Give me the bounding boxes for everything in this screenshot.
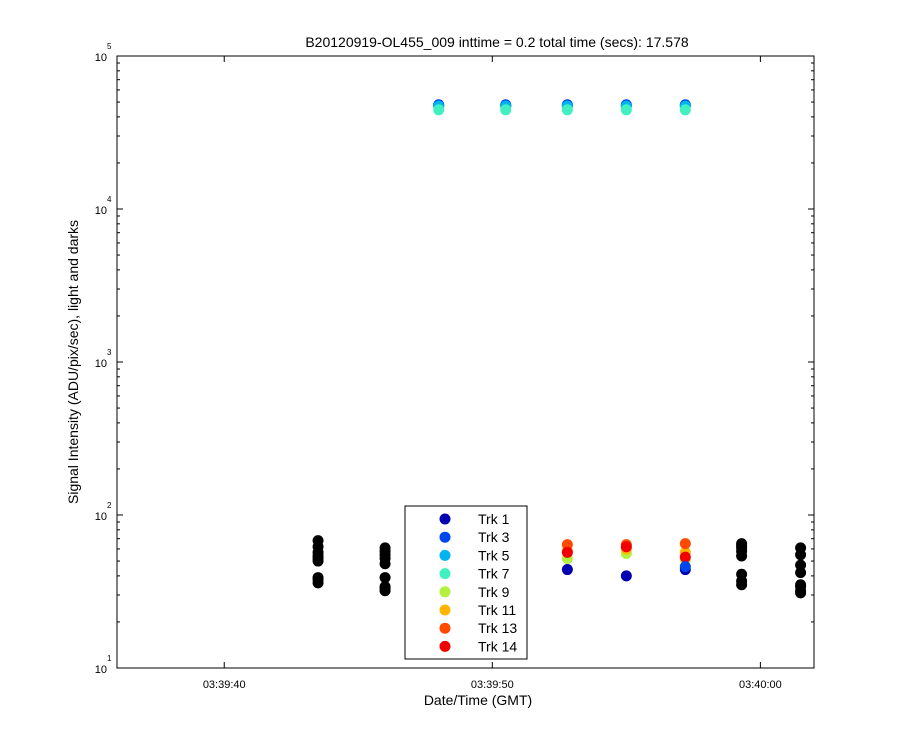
- y-tick-exponent: 1: [107, 654, 112, 663]
- legend-marker: [439, 640, 451, 652]
- dark-point: [795, 559, 807, 571]
- y-tick-exponent: 4: [107, 195, 112, 204]
- series-point: [679, 104, 691, 116]
- legend-marker: [439, 586, 451, 598]
- legend-marker: [439, 513, 451, 525]
- legend-box: [404, 505, 528, 660]
- dark-point: [736, 568, 748, 580]
- y-tick-label: 10: [95, 205, 107, 217]
- y-tick-exponent: 2: [107, 501, 112, 510]
- dark-point: [379, 542, 391, 554]
- series-point: [679, 538, 691, 550]
- series-point: [561, 564, 573, 576]
- series-points: [433, 99, 691, 582]
- series-point: [433, 104, 445, 116]
- legend-marker: [439, 549, 451, 561]
- series-point: [561, 539, 573, 551]
- dark-frames: [312, 535, 807, 599]
- legend-marker: [439, 622, 451, 634]
- x-tick-label: 03:39:50: [471, 679, 514, 691]
- legend-marker: [439, 531, 451, 543]
- legend-label: Trk 9: [478, 584, 510, 600]
- y-tick-label: 10: [95, 358, 107, 370]
- y-tick-exponent: 5: [107, 42, 112, 51]
- y-tick-exponent: 3: [107, 348, 112, 357]
- series-point: [500, 104, 512, 116]
- y-tick-label: 10: [95, 511, 107, 523]
- x-axis-label: Date/Time (GMT): [424, 692, 532, 708]
- dark-point: [795, 542, 807, 554]
- dark-point: [379, 572, 391, 584]
- series-point: [620, 541, 632, 553]
- series-point: [679, 551, 691, 563]
- dark-point: [795, 579, 807, 591]
- dark-point: [736, 538, 748, 550]
- y-tick-label: 10: [95, 52, 107, 64]
- series-point: [620, 570, 632, 582]
- series-point: [679, 561, 691, 573]
- y-axis-label: Signal Intensity (ADU/pix/sec), light an…: [65, 220, 81, 504]
- series-point: [561, 546, 573, 558]
- legend-label: Trk 7: [478, 566, 510, 582]
- dark-point: [312, 572, 324, 584]
- legend-marker: [439, 568, 451, 580]
- x-axis: 03:39:40 03:39:50 03:40:00: [203, 56, 782, 691]
- legend-label: Trk 13: [478, 620, 517, 636]
- x-tick-label: 03:39:40: [203, 679, 246, 691]
- series-point: [561, 104, 573, 116]
- legend-label: Trk 1: [478, 511, 510, 527]
- legend-label: Trk 5: [478, 547, 510, 563]
- dark-point: [312, 535, 324, 547]
- legend-label: Trk 3: [478, 529, 510, 545]
- legend-marker: [439, 604, 451, 616]
- legend: Trk 1 Trk 3 Trk 5 Trk 7 Trk 9 Trk 11 Trk 13 Trk…: [404, 505, 528, 660]
- x-tick-label: 03:40:00: [739, 679, 782, 691]
- chart-title: B20120919-OL455_009 inttime = 0.2 total …: [305, 34, 689, 50]
- legend-label: Trk 11: [478, 602, 516, 618]
- series-point: [620, 104, 632, 116]
- dark-point: [379, 581, 391, 593]
- y-tick-label: 10: [95, 664, 107, 676]
- legend-label: Trk 14: [478, 638, 517, 654]
